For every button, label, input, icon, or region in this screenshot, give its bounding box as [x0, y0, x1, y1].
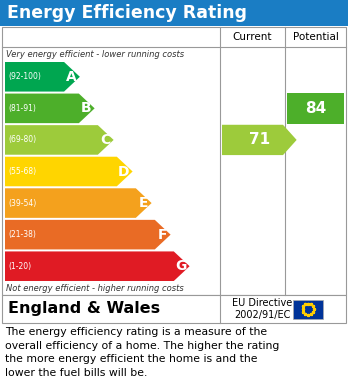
Text: G: G	[175, 259, 187, 273]
Text: Potential: Potential	[293, 32, 339, 42]
Bar	[2, 295, 346, 323]
Text: A: A	[66, 70, 77, 84]
Text: D: D	[118, 165, 129, 179]
Text: (1-20): (1-20)	[8, 262, 31, 271]
Text: F: F	[158, 228, 168, 242]
Text: B: B	[81, 101, 92, 115]
Polygon shape	[287, 93, 344, 124]
Text: C: C	[100, 133, 111, 147]
Text: (39-54): (39-54)	[8, 199, 36, 208]
Polygon shape	[5, 220, 171, 249]
Text: Current: Current	[233, 32, 272, 42]
Bar	[2, 27, 346, 295]
Polygon shape	[5, 157, 133, 186]
Text: (92-100): (92-100)	[8, 72, 41, 81]
Text: (55-68): (55-68)	[8, 167, 36, 176]
Bar	[0, 0, 348, 26]
Polygon shape	[5, 93, 95, 123]
Text: Very energy efficient - lower running costs: Very energy efficient - lower running co…	[6, 50, 184, 59]
Text: The energy efficiency rating is a measure of the
overall efficiency of a home. T: The energy efficiency rating is a measur…	[5, 327, 279, 378]
Bar	[293, 300, 323, 319]
Text: (21-38): (21-38)	[8, 230, 36, 239]
Text: E: E	[139, 196, 149, 210]
Text: England & Wales: England & Wales	[8, 301, 160, 316]
Text: Energy Efficiency Rating: Energy Efficiency Rating	[7, 4, 247, 22]
Text: Not energy efficient - higher running costs: Not energy efficient - higher running co…	[6, 284, 184, 293]
Polygon shape	[5, 62, 80, 91]
Polygon shape	[222, 125, 296, 155]
Polygon shape	[5, 251, 190, 281]
Text: (69-80): (69-80)	[8, 135, 36, 144]
Polygon shape	[5, 125, 114, 155]
Text: 84: 84	[305, 101, 326, 116]
Polygon shape	[5, 188, 152, 218]
Text: 71: 71	[249, 133, 270, 147]
Text: EU Directive
2002/91/EC: EU Directive 2002/91/EC	[232, 298, 293, 320]
Text: (81-91): (81-91)	[8, 104, 36, 113]
